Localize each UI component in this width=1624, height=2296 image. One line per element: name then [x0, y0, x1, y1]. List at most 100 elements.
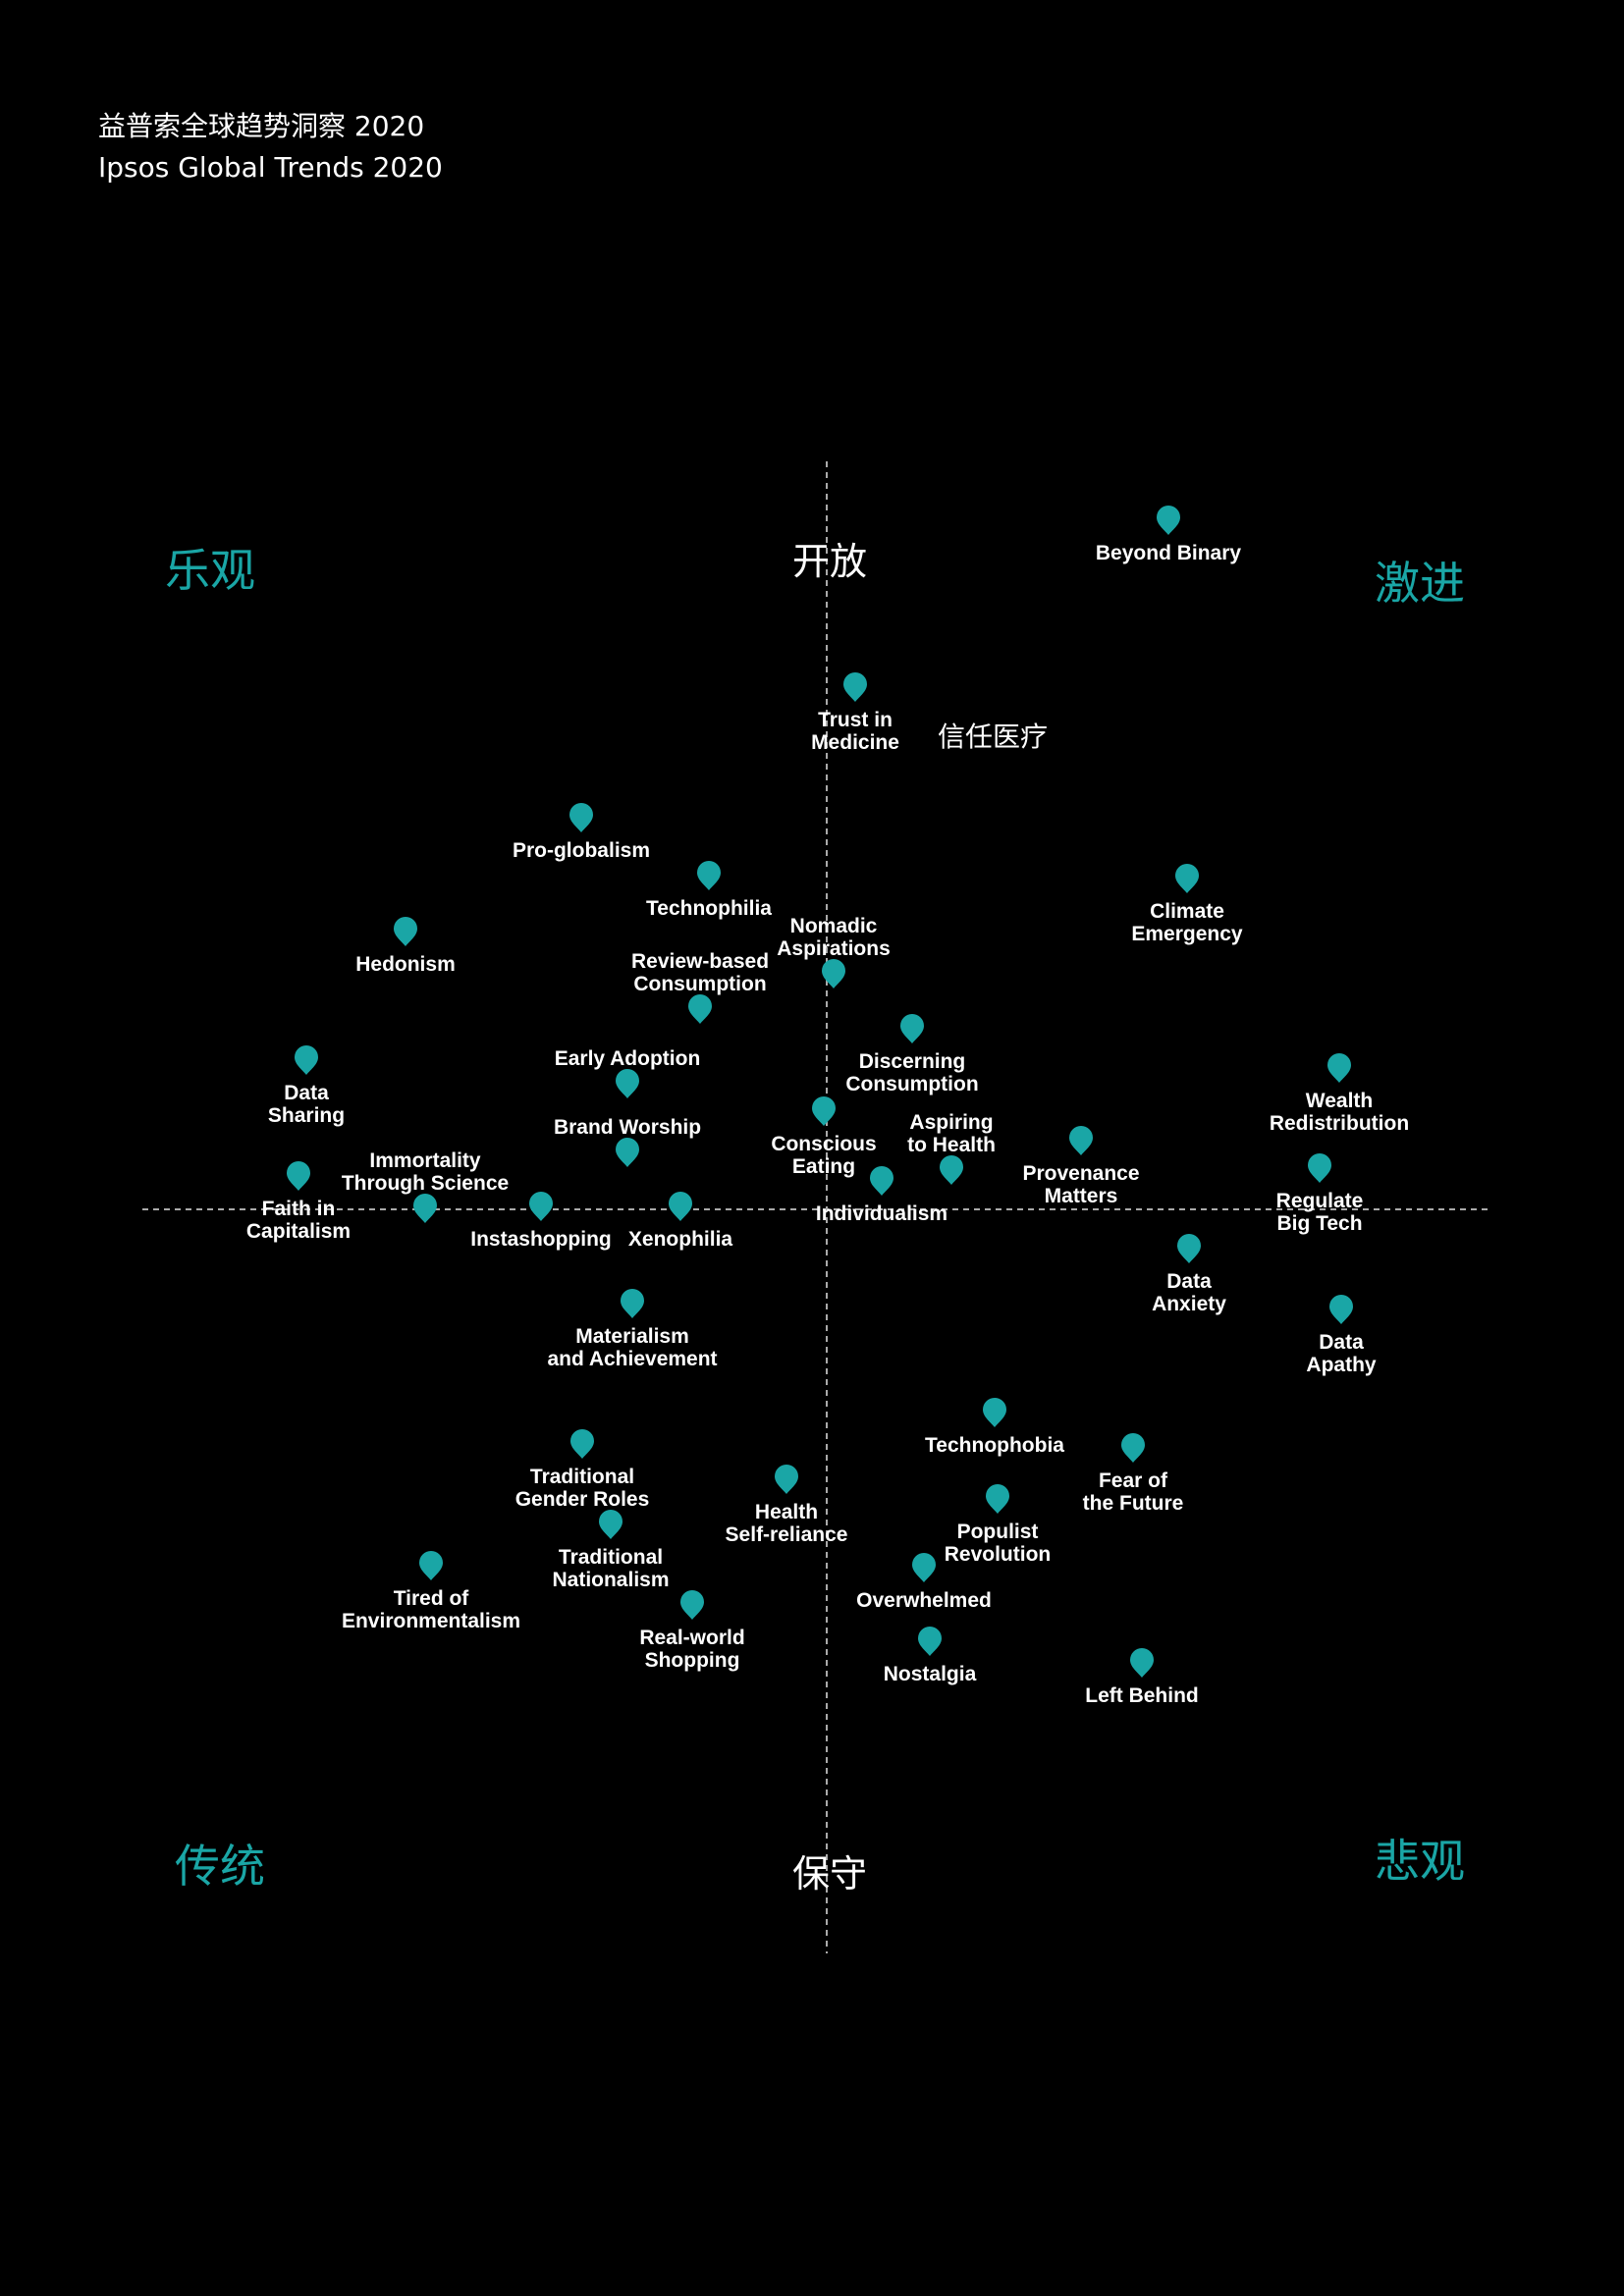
trend-hedonism: Hedonism: [355, 917, 456, 976]
trend-label: Tired of: [394, 1587, 470, 1610]
trend-label: Wealth: [1306, 1090, 1373, 1112]
trend-label: Traditional: [530, 1466, 634, 1488]
pin-marker-icon: [1069, 1126, 1093, 1155]
pin-marker-icon: [986, 1484, 1009, 1514]
pin-marker-icon: [870, 1166, 893, 1196]
trend-label: Redistribution: [1270, 1112, 1409, 1135]
trend-label: Climate: [1150, 900, 1224, 923]
trend-nostalgia: Nostalgia: [884, 1627, 977, 1685]
trend-label: Through Science: [342, 1172, 509, 1195]
pin-marker-icon: [394, 917, 417, 946]
pin-marker-icon: [599, 1510, 623, 1539]
quadrant-label-top-right: 激进: [1375, 557, 1465, 610]
trend-label: Faith in: [262, 1198, 336, 1220]
trend-label: Nationalism: [552, 1569, 669, 1591]
pin-marker-icon: [843, 672, 867, 702]
trend-label: Big Tech: [1276, 1212, 1362, 1235]
trend-label: Populist: [957, 1521, 1039, 1543]
trend-label: Aspirations: [777, 937, 891, 960]
trend-label: Consumption: [633, 973, 766, 995]
trend-label: Xenophilia: [628, 1228, 733, 1251]
pin-marker-icon: [940, 1155, 963, 1185]
trend-label: Discerning: [859, 1050, 966, 1073]
trend-pro-globalism: Pro-globalism: [513, 803, 650, 862]
trend-label: Matters: [1045, 1185, 1118, 1207]
pin-marker-icon: [1157, 506, 1180, 535]
trend-label: Consumption: [845, 1073, 978, 1095]
trend-label: Immortality: [369, 1149, 481, 1172]
pin-marker-icon: [419, 1551, 443, 1580]
trend-label: Materialism: [575, 1325, 689, 1348]
pin-marker-icon: [413, 1194, 437, 1223]
header-title-cn: 益普索全球趋势洞察 2020: [98, 110, 425, 142]
trend-label: Shopping: [645, 1649, 740, 1672]
pin-marker-icon: [287, 1161, 310, 1191]
pin-marker-icon: [529, 1192, 553, 1221]
quadrant-label-top-left: 乐观: [165, 544, 255, 597]
pin-marker-icon: [569, 803, 593, 832]
pin-marker-icon: [570, 1429, 594, 1459]
quadrant-label-bottom-right: 悲观: [1375, 1835, 1465, 1888]
trend-label: Left Behind: [1085, 1684, 1199, 1707]
pin-marker-icon: [1308, 1153, 1331, 1183]
trend-label: Eating: [792, 1155, 855, 1178]
pin-marker-icon: [697, 861, 721, 890]
pin-marker-icon: [680, 1590, 704, 1620]
pin-marker-icon: [918, 1627, 942, 1656]
trend-left-behind: Left Behind: [1085, 1648, 1199, 1707]
header-title-en: Ipsos Global Trends 2020: [98, 151, 443, 184]
pin-marker-icon: [1130, 1648, 1154, 1678]
trend-label: Conscious: [771, 1133, 876, 1155]
trend-label: Environmentalism: [342, 1610, 520, 1632]
pin-marker-icon: [1175, 864, 1199, 893]
pin-marker-icon: [621, 1289, 644, 1318]
trend-label: Emergency: [1131, 923, 1243, 945]
trend-label: Data: [284, 1082, 329, 1104]
trend-technophobia: Technophobia: [925, 1398, 1064, 1457]
trend-label: Sharing: [268, 1104, 345, 1127]
pin-marker-icon: [775, 1465, 798, 1494]
trend-label: Aspiring: [909, 1111, 993, 1134]
trend-label: Early Adoption: [555, 1047, 701, 1070]
trend-label: Pro-globalism: [513, 839, 650, 862]
trend-label: Health: [755, 1501, 818, 1523]
trend-label: Overwhelmed: [856, 1589, 992, 1612]
trend-label: Technophobia: [925, 1434, 1064, 1457]
pin-marker-icon: [1177, 1234, 1201, 1263]
pin-marker-icon: [983, 1398, 1006, 1427]
trend-technophilia: Technophilia: [646, 861, 772, 920]
trend-individualism: Individualism: [816, 1166, 947, 1225]
trend-label: the Future: [1083, 1492, 1184, 1515]
annotation-trust-in-medicine-cn: 信任医疗: [938, 721, 1048, 753]
trend-label: Nostalgia: [884, 1663, 977, 1685]
pin-marker-icon: [1329, 1295, 1353, 1324]
trend-label: Nomadic: [790, 915, 878, 937]
trend-overwhelmed: Overwhelmed: [856, 1553, 992, 1612]
trend-instashopping: Instashopping: [470, 1192, 612, 1251]
trend-label: Capitalism: [246, 1220, 351, 1243]
trend-label: Apathy: [1306, 1354, 1376, 1376]
trend-brand-worship: Brand Worship: [554, 1116, 701, 1167]
trend-label: Self-reliance: [726, 1523, 848, 1546]
axis-label-top: 开放: [792, 540, 867, 583]
trend-xenophilia: Xenophilia: [628, 1192, 733, 1251]
trend-label: Traditional: [559, 1546, 663, 1569]
trend-label: Technophilia: [646, 897, 772, 920]
trend-label: Provenance: [1022, 1162, 1139, 1185]
